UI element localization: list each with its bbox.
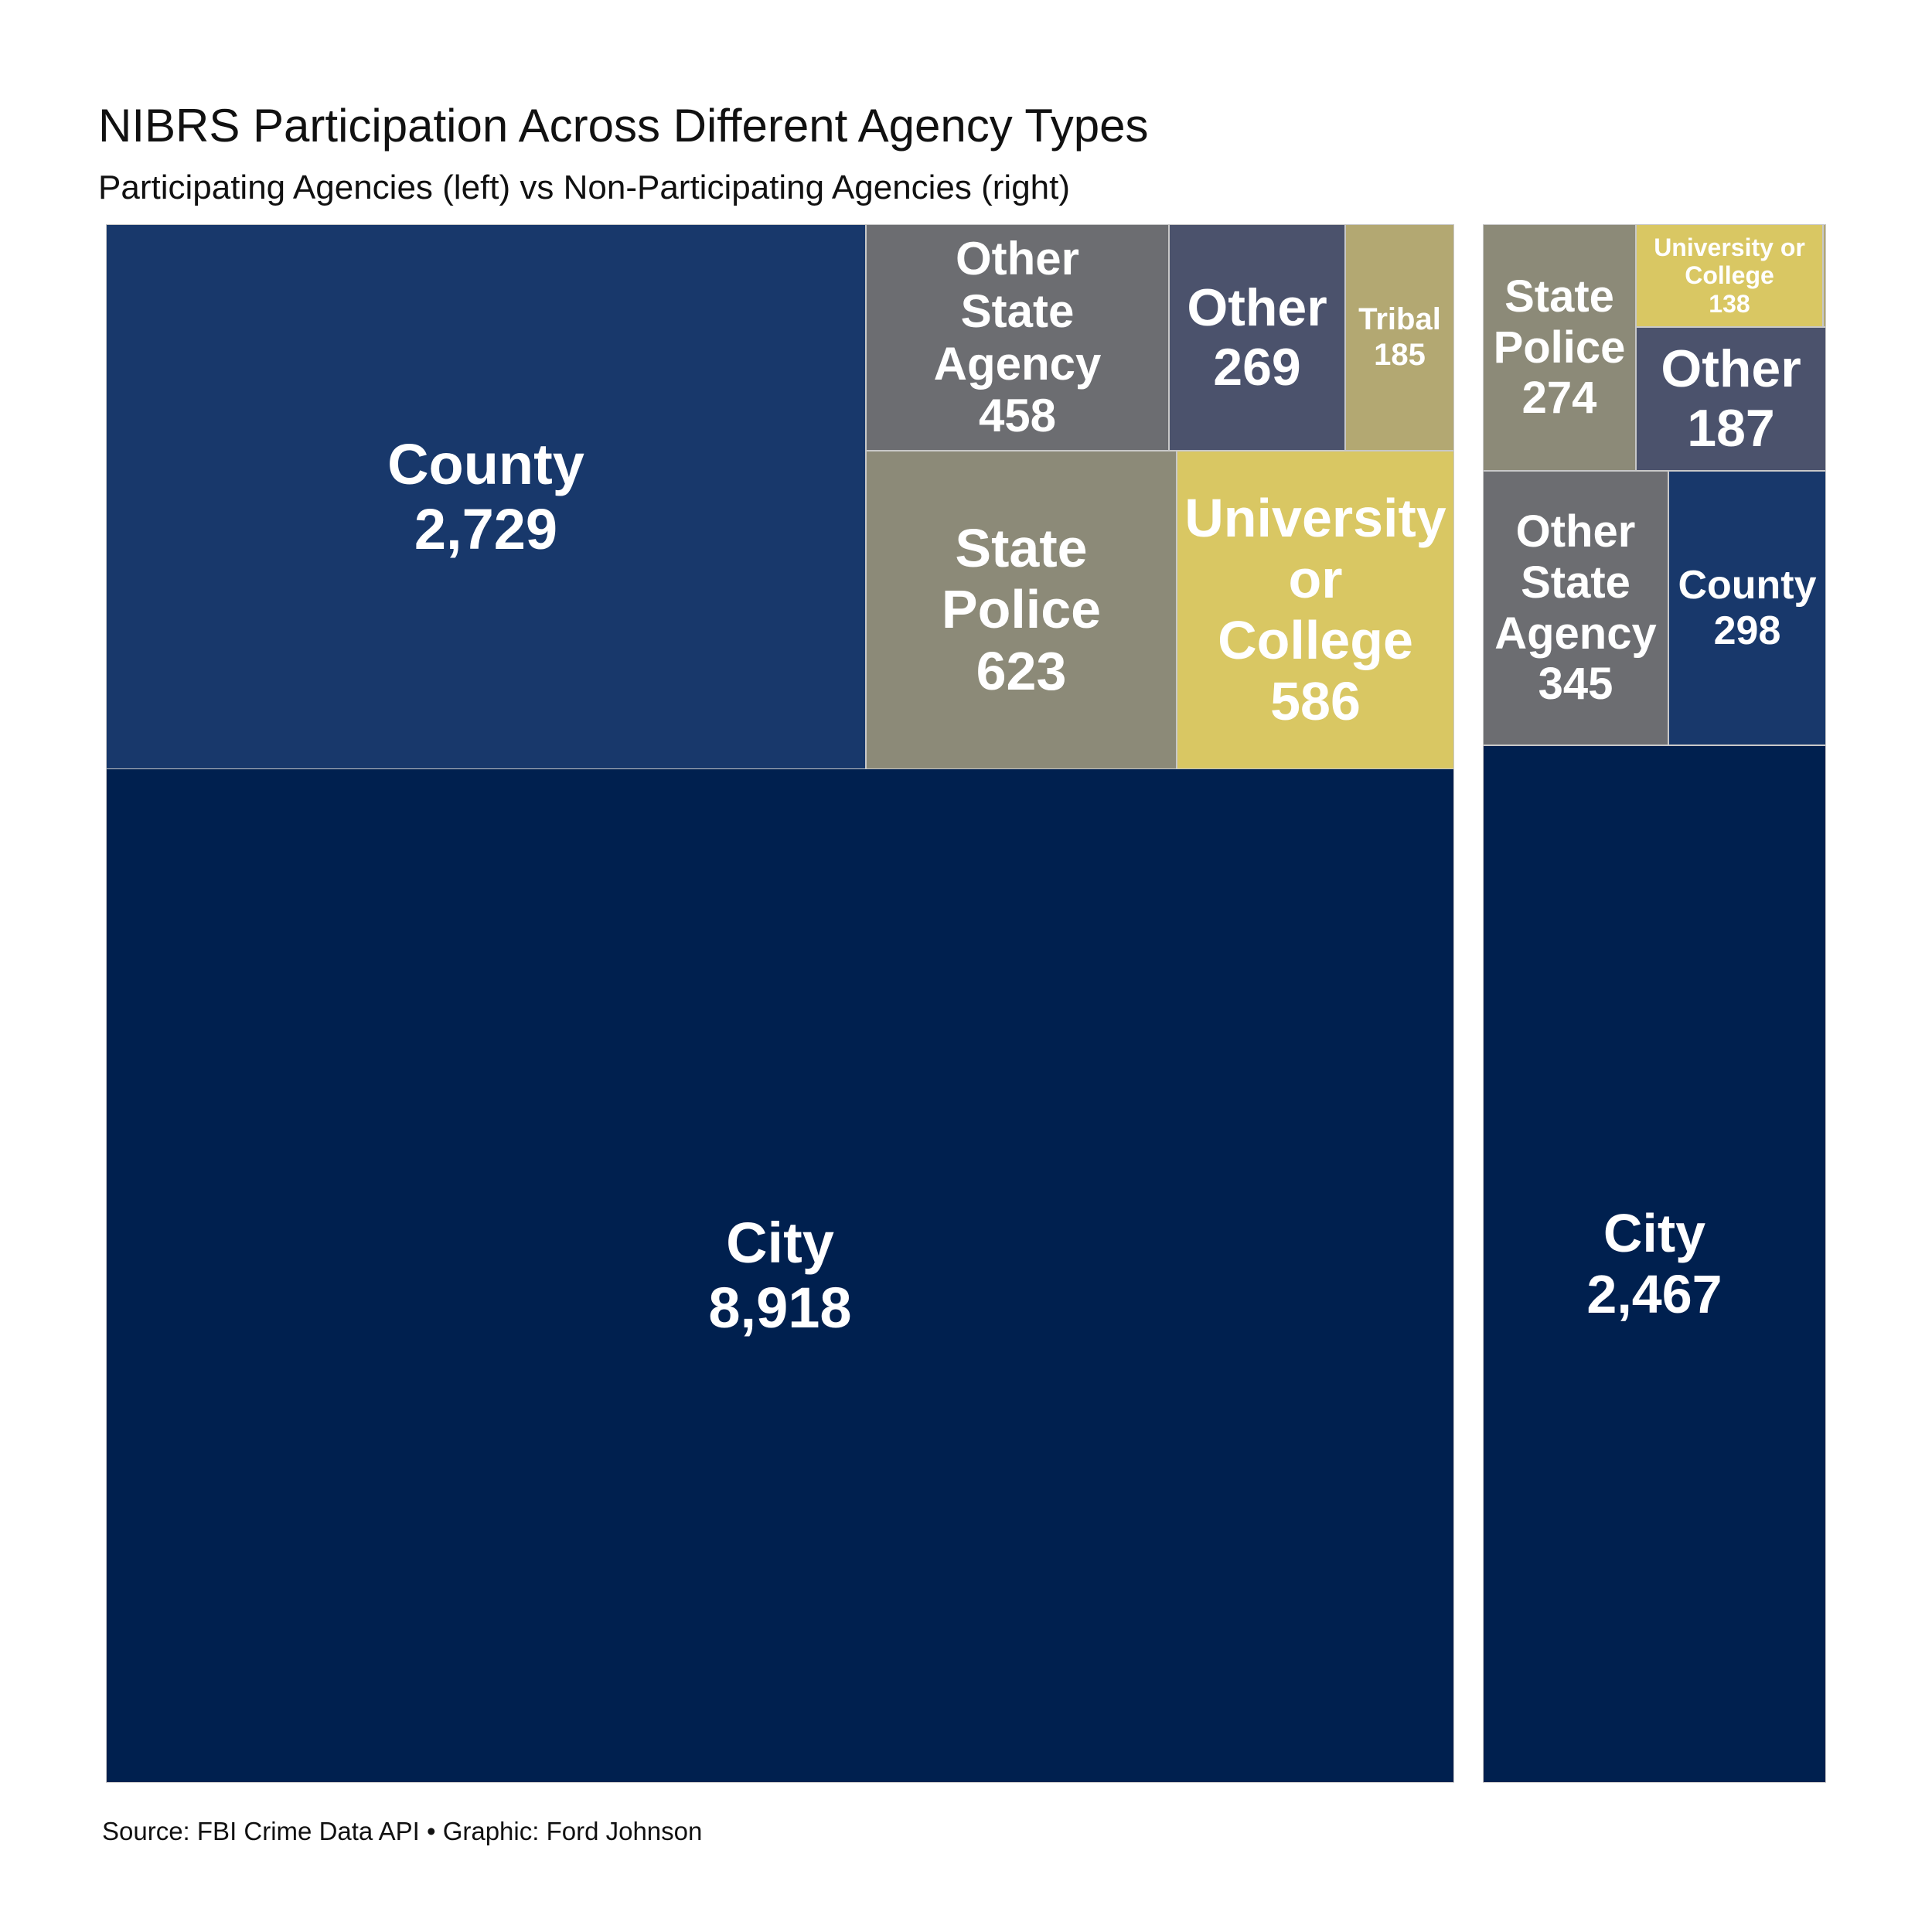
cell-label: State Police 274: [1494, 271, 1626, 424]
cell-category-label: College: [1218, 610, 1413, 670]
cell-category-label: State: [1521, 557, 1630, 608]
treemap-cell-p-tribal: Tribal 185: [1345, 224, 1454, 451]
cell-value-label: 298: [1713, 608, 1781, 653]
cell-category-label: Other: [955, 232, 1080, 285]
cell-value-label: 586: [1270, 671, 1361, 732]
cell-category-label: Other: [1515, 506, 1636, 557]
chart-subtitle: Participating Agencies (left) vs Non-Par…: [98, 169, 1071, 206]
cell-value-label: 345: [1538, 659, 1613, 710]
cell-category-label: County: [387, 431, 584, 496]
cell-value-label: 274: [1521, 373, 1597, 424]
cell-category-label: City: [726, 1210, 834, 1275]
treemap-cell-n-tribal: [1823, 224, 1826, 327]
cell-category-label: State: [955, 518, 1088, 579]
cell-category-label: State: [960, 285, 1075, 337]
cell-value-label: 8,918: [708, 1275, 852, 1340]
treemap-cell-n-city: City 2,467: [1483, 745, 1826, 1783]
treemap-cell-n-county: County 298: [1668, 471, 1826, 745]
cell-label: City 2,467: [1586, 1203, 1722, 1325]
cell-value-label: 458: [978, 390, 1057, 442]
treemap-cell-p-state-police: State Police 623: [866, 451, 1177, 769]
cell-category-label: Police: [941, 579, 1102, 640]
cell-category-label: State: [1504, 271, 1614, 322]
cell-label: County 298: [1678, 563, 1816, 654]
cell-value-label: 2,467: [1586, 1264, 1722, 1324]
cell-category-label: Other: [1661, 339, 1801, 399]
cell-category-label: College: [1685, 261, 1774, 290]
cell-category-label: or: [1288, 548, 1343, 609]
cell-category-label: University: [1184, 487, 1446, 548]
treemap-cell-p-university: University or College 586: [1177, 451, 1454, 769]
cell-category-label: Police: [1493, 322, 1626, 373]
treemap-cell-p-other-state: Other State Agency 458: [866, 224, 1169, 451]
cell-category-label: University or: [1654, 233, 1805, 262]
cell-category-label: County: [1678, 562, 1817, 608]
treemap-cell-p-city: City 8,918: [106, 768, 1454, 1783]
treemap-cell-p-other: Other 269: [1169, 224, 1345, 451]
cell-label: County 2,729: [387, 432, 584, 561]
cell-label: City 8,918: [708, 1211, 851, 1340]
cell-label: Other State Agency 345: [1494, 506, 1657, 709]
cell-value-label: 185: [1374, 337, 1426, 372]
treemap-cell-n-state-police: State Police 274: [1483, 224, 1636, 471]
cell-category-label: Agency: [1494, 608, 1657, 659]
cell-label: Other 187: [1661, 339, 1801, 458]
cell-value-label: 623: [976, 640, 1067, 701]
cell-label: State Police 623: [942, 518, 1101, 701]
cell-category-label: Other: [1187, 278, 1327, 337]
chart-title: NIBRS Participation Across Different Age…: [98, 100, 1149, 152]
chart-caption: Source: FBI Crime Data API • Graphic: Fo…: [102, 1817, 703, 1845]
cell-label: University or College 138: [1654, 233, 1805, 317]
cell-label: Other 269: [1187, 278, 1327, 397]
cell-category-label: City: [1603, 1202, 1706, 1263]
cell-label: Other State Agency 458: [934, 233, 1102, 442]
treemap-cell-n-university: University or College 138: [1636, 224, 1823, 327]
cell-value-label: 187: [1687, 399, 1775, 458]
cell-value-label: 269: [1213, 337, 1301, 397]
cell-label: University or College 586: [1184, 488, 1446, 732]
treemap-cell-n-other-state: Other State Agency 345: [1483, 471, 1668, 745]
treemap-cell-n-other: Other 187: [1636, 327, 1826, 471]
cell-value-label: 2,729: [414, 496, 558, 561]
cell-label: Tribal 185: [1358, 302, 1441, 372]
treemap-cell-p-county: County 2,729: [106, 224, 866, 769]
cell-category-label: Tribal: [1358, 302, 1441, 337]
cell-value-label: 138: [1709, 289, 1750, 318]
cell-category-label: Agency: [933, 337, 1102, 390]
